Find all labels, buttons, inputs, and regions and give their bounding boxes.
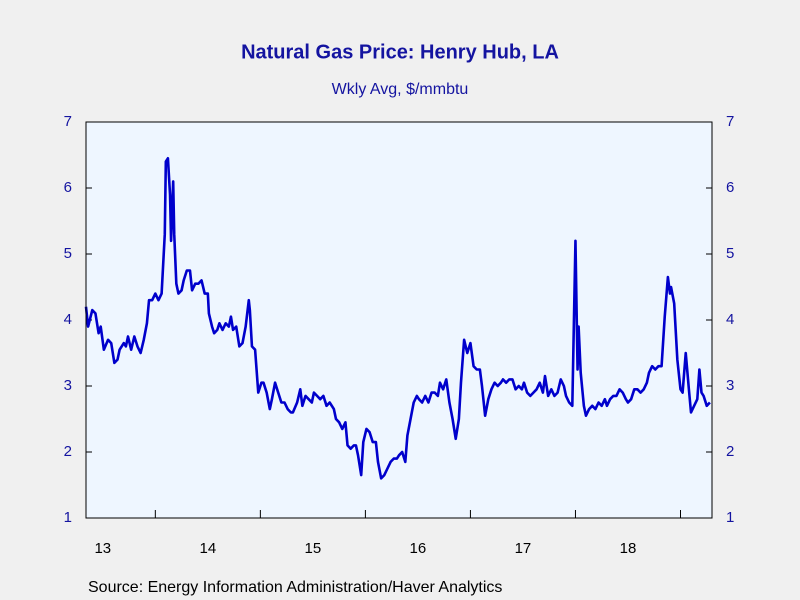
x-tick-label: 14 <box>199 540 216 557</box>
y2-tick-label: 3 <box>726 377 734 394</box>
chart-subtitle: Wkly Avg, $/mmbtu <box>332 81 469 98</box>
chart-title: Natural Gas Price: Henry Hub, LA <box>241 41 559 63</box>
y2-tick-label: 5 <box>726 245 734 262</box>
y-tick-label: 4 <box>64 311 72 328</box>
y2-tick-label: 2 <box>726 443 734 460</box>
y2-tick-label: 7 <box>726 113 734 130</box>
y-tick-label: 6 <box>64 179 72 196</box>
x-tick-label: 13 <box>94 540 111 557</box>
plot-area <box>86 122 712 518</box>
x-tick-label: 18 <box>620 540 637 557</box>
x-tick-label: 17 <box>515 540 532 557</box>
y-tick-label: 2 <box>64 443 72 460</box>
source-note: Source: Energy Information Administratio… <box>88 579 502 596</box>
price-line <box>84 157 711 480</box>
x-tick-label: 15 <box>305 540 322 557</box>
y-tick-label: 1 <box>64 509 72 526</box>
y-tick-label: 3 <box>64 377 72 394</box>
y2-tick-label: 6 <box>726 179 734 196</box>
x-tick-label: 16 <box>410 540 427 557</box>
y-tick-label: 7 <box>64 113 72 130</box>
plot-border <box>85 121 713 519</box>
y-tick-label: 5 <box>64 245 72 262</box>
y2-tick-label: 1 <box>726 509 734 526</box>
y2-tick-label: 4 <box>726 311 734 328</box>
